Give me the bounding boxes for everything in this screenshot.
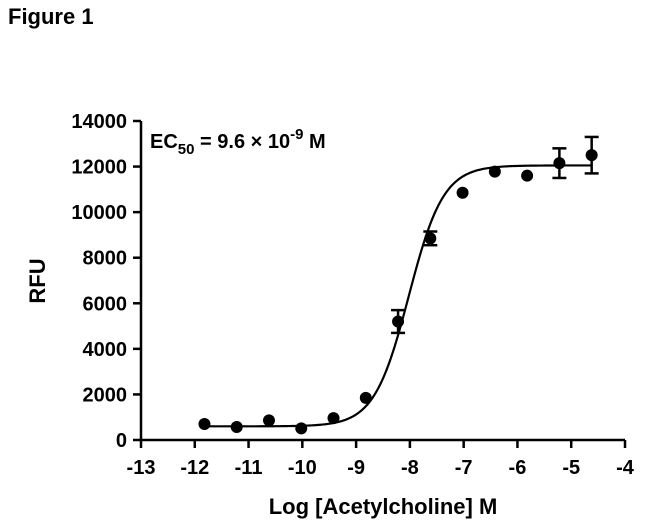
y-tick-label: 2000 (83, 384, 128, 406)
x-tick-label: -10 (288, 457, 317, 479)
ec50-prefix: EC (150, 131, 178, 153)
data-point (262, 414, 275, 427)
x-tick-label: -11 (235, 457, 263, 479)
y-tick-label: 4000 (83, 339, 128, 361)
data-point (392, 315, 405, 328)
ec50-subscript: 50 (178, 141, 195, 158)
data-point (585, 149, 598, 162)
x-tick-label: -9 (347, 457, 365, 479)
y-tick-label: 6000 (83, 293, 128, 315)
data-point (424, 232, 437, 245)
x-tick-label: -13 (127, 457, 156, 479)
data-point (295, 422, 308, 435)
data-point (230, 421, 243, 434)
y-tick-label: 0 (116, 430, 127, 452)
data-point (553, 157, 566, 170)
data-point (327, 412, 340, 425)
x-tick-label: -6 (509, 457, 527, 479)
data-point (456, 186, 469, 199)
data-point (198, 418, 211, 431)
fit-curve (204, 164, 592, 428)
ec50-superscript: -9 (290, 126, 303, 143)
x-tick-label: -12 (180, 457, 209, 479)
y-axis-ticks: 0 2000 4000 6000 8000 10000 12000 14000 (71, 111, 141, 452)
data-point (521, 169, 534, 182)
ec50-suffix: M (303, 131, 325, 153)
y-tick-label: 12000 (71, 157, 127, 179)
y-axis-label: RFU (25, 258, 50, 303)
y-tick-label: 8000 (83, 248, 128, 270)
x-axis-label: Log [Acetylcholine] M (269, 494, 498, 519)
x-axis-ticks: -13 -12 -11 -10 -9 -8 -7 -6 -5 -4 (127, 440, 635, 479)
ec50-annotation: EC50 = 9.6 × 10-9 M (150, 126, 326, 158)
data-point (488, 165, 501, 178)
y-tick-label: 14000 (71, 111, 127, 133)
x-tick-label: -4 (616, 457, 635, 479)
x-tick-label: -8 (401, 457, 419, 479)
y-tick-label: 10000 (71, 202, 127, 224)
data-points (198, 135, 599, 435)
ec50-middle: = 9.6 × 10 (194, 131, 290, 153)
data-point (359, 391, 372, 404)
x-tick-label: -7 (455, 457, 473, 479)
x-tick-label: -5 (562, 457, 580, 479)
figure-label: Figure 1 (8, 4, 94, 29)
